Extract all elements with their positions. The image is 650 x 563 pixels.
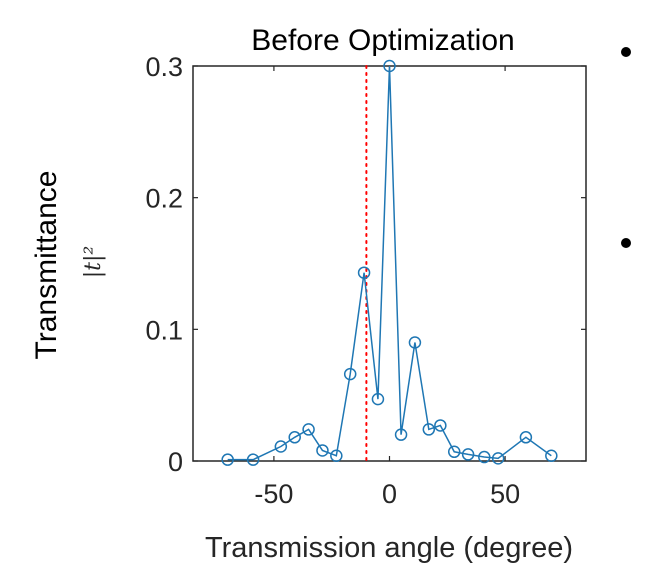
data-point xyxy=(422,423,436,436)
data-point xyxy=(316,444,329,457)
y-axis-label: Transmittance xyxy=(30,171,63,360)
data-point xyxy=(491,452,505,465)
x-tick-label: -50 xyxy=(254,479,293,509)
data-point xyxy=(302,423,315,436)
bullet-point xyxy=(621,47,631,57)
data-point xyxy=(330,449,343,462)
x-axis-label: Transmission angle (degree) xyxy=(205,532,573,563)
data-point xyxy=(383,59,396,73)
data-point xyxy=(394,428,408,441)
y-tick-label: 0.2 xyxy=(145,184,183,214)
data-point xyxy=(434,419,447,432)
data-point xyxy=(274,440,288,453)
data-point xyxy=(343,367,357,381)
y-tick-label: 0.3 xyxy=(145,52,183,82)
data-point xyxy=(288,431,301,444)
data-point xyxy=(519,431,533,444)
data-point xyxy=(246,453,260,466)
y-tick-label: 0 xyxy=(168,447,183,477)
data-point xyxy=(357,266,371,279)
data-point xyxy=(461,448,475,461)
series-line xyxy=(227,65,552,461)
x-tick-label: 50 xyxy=(490,479,520,509)
y-tick-label: 0.1 xyxy=(145,315,183,345)
data-point xyxy=(408,336,422,349)
y-axis-ticks: 0 0.1 0.2 0.3 xyxy=(145,52,586,477)
data-series xyxy=(221,59,558,466)
data-point xyxy=(478,450,491,464)
data-point xyxy=(447,445,461,459)
x-tick-label: 0 xyxy=(382,479,397,509)
x-axis-ticks: -50 0 50 xyxy=(254,66,520,509)
data-point xyxy=(371,392,385,406)
y-axis-sublabel: |t|² xyxy=(81,246,106,278)
plot-frame xyxy=(192,65,587,462)
chart-title: Before Optimization xyxy=(251,24,514,57)
data-point xyxy=(545,449,558,462)
data-point xyxy=(221,453,234,466)
bullet-point xyxy=(621,238,631,248)
